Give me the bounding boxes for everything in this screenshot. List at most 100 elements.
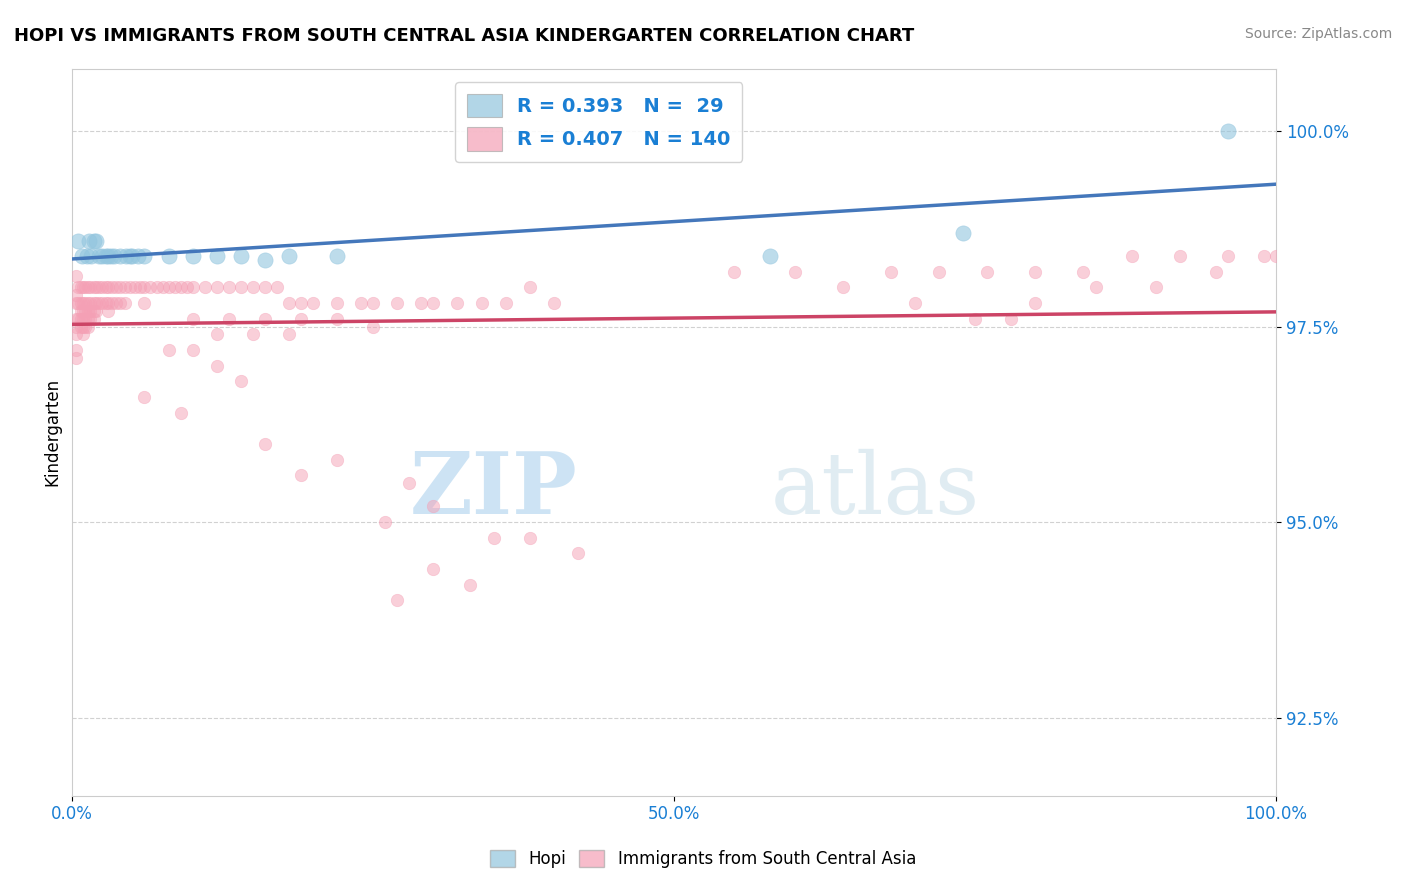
- Point: [83, 234, 105, 248]
- Point: [1144, 280, 1167, 294]
- Point: [229, 280, 252, 294]
- Point: [77, 296, 100, 310]
- Point: [470, 296, 492, 310]
- Point: [880, 265, 903, 279]
- Point: [1121, 249, 1143, 263]
- Point: [181, 249, 204, 263]
- Point: [97, 249, 120, 263]
- Point: [976, 265, 998, 279]
- Point: [139, 280, 162, 294]
- Point: [65, 343, 87, 357]
- Point: [75, 304, 97, 318]
- Point: [1000, 311, 1022, 326]
- Text: Source: ZipAtlas.com: Source: ZipAtlas.com: [1244, 27, 1392, 41]
- Point: [87, 249, 110, 263]
- Point: [97, 296, 120, 310]
- Point: [1168, 249, 1191, 263]
- Point: [114, 296, 136, 310]
- Point: [115, 249, 138, 263]
- Point: [94, 296, 117, 310]
- Point: [77, 304, 100, 318]
- Point: [326, 249, 349, 263]
- Point: [87, 296, 110, 310]
- Point: [482, 531, 505, 545]
- Point: [100, 249, 122, 263]
- Point: [519, 280, 541, 294]
- Point: [84, 234, 107, 248]
- Point: [77, 311, 100, 326]
- Point: [1216, 124, 1239, 138]
- Point: [118, 249, 141, 263]
- Point: [65, 288, 87, 302]
- Point: [83, 304, 105, 318]
- Point: [422, 500, 444, 514]
- Point: [134, 280, 156, 294]
- Legend: Hopi, Immigrants from South Central Asia: Hopi, Immigrants from South Central Asia: [484, 843, 922, 875]
- Point: [75, 280, 97, 294]
- Point: [67, 280, 90, 294]
- Point: [72, 319, 94, 334]
- Point: [759, 249, 782, 263]
- Point: [134, 296, 156, 310]
- Point: [218, 311, 240, 326]
- Point: [361, 296, 384, 310]
- Point: [110, 296, 132, 310]
- Point: [79, 304, 101, 318]
- Point: [114, 280, 136, 294]
- Point: [326, 452, 349, 467]
- Text: atlas: atlas: [770, 449, 980, 532]
- Point: [1205, 265, 1227, 279]
- Point: [110, 280, 132, 294]
- Point: [72, 304, 94, 318]
- Point: [205, 249, 228, 263]
- Point: [952, 226, 974, 240]
- Point: [124, 280, 146, 294]
- Point: [229, 374, 252, 388]
- Point: [121, 249, 143, 263]
- Point: [350, 296, 373, 310]
- Point: [65, 311, 87, 326]
- Point: [387, 593, 409, 607]
- Point: [253, 253, 276, 268]
- Point: [904, 296, 927, 310]
- Point: [181, 311, 204, 326]
- Point: [103, 249, 125, 263]
- Point: [152, 280, 174, 294]
- Point: [543, 296, 565, 310]
- Point: [1253, 249, 1275, 263]
- Point: [242, 280, 264, 294]
- Point: [77, 319, 100, 334]
- Point: [65, 296, 87, 310]
- Point: [87, 280, 110, 294]
- Point: [398, 475, 420, 490]
- Y-axis label: Kindergarten: Kindergarten: [44, 378, 60, 486]
- Point: [110, 249, 132, 263]
- Point: [928, 265, 950, 279]
- Point: [76, 249, 98, 263]
- Point: [567, 546, 589, 560]
- Point: [94, 280, 117, 294]
- Point: [69, 311, 91, 326]
- Point: [65, 327, 87, 342]
- Point: [176, 280, 198, 294]
- Point: [229, 249, 252, 263]
- Point: [72, 311, 94, 326]
- Point: [783, 265, 806, 279]
- Point: [277, 249, 299, 263]
- Point: [84, 304, 107, 318]
- Point: [101, 296, 124, 310]
- Point: [72, 327, 94, 342]
- Point: [65, 351, 87, 365]
- Point: [277, 296, 299, 310]
- Point: [118, 280, 141, 294]
- Point: [169, 280, 191, 294]
- Point: [965, 311, 987, 326]
- Point: [422, 296, 444, 310]
- Point: [84, 280, 107, 294]
- Point: [458, 577, 481, 591]
- Point: [94, 249, 117, 263]
- Point: [290, 468, 312, 483]
- Point: [69, 280, 91, 294]
- Point: [75, 319, 97, 334]
- Point: [79, 280, 101, 294]
